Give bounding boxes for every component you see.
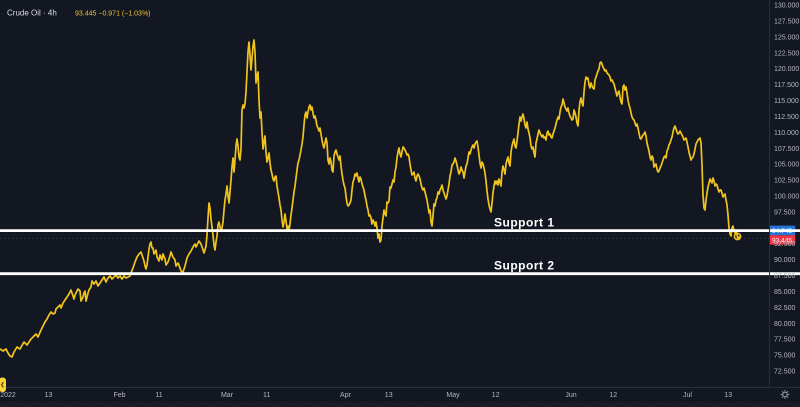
svg-text:90.000: 90.000 — [774, 257, 796, 264]
svg-text:110.000: 110.000 — [774, 130, 799, 137]
svg-text:77.500: 77.500 — [774, 337, 796, 344]
svg-text:102.500: 102.500 — [774, 178, 799, 185]
svg-text:2022: 2022 — [0, 392, 16, 399]
svg-text:72.500: 72.500 — [774, 369, 796, 376]
svg-text:82.500: 82.500 — [774, 305, 796, 312]
svg-text:Feb: Feb — [113, 392, 125, 399]
svg-text:112.500: 112.500 — [774, 114, 799, 121]
svg-text:Jun: Jun — [565, 392, 576, 399]
svg-text:125.000: 125.000 — [774, 34, 799, 41]
svg-text:12: 12 — [609, 392, 617, 399]
svg-text:105.000: 105.000 — [774, 162, 799, 169]
svg-text:107.500: 107.500 — [774, 146, 799, 153]
svg-text:13: 13 — [385, 392, 393, 399]
svg-text:12: 12 — [492, 392, 500, 399]
svg-text:Support 2: Support 2 — [494, 259, 555, 273]
svg-text:115.000: 115.000 — [774, 98, 799, 105]
svg-text:92.500: 92.500 — [774, 241, 796, 248]
svg-text:93.445 −0.971 (−1.03%): 93.445 −0.971 (−1.03%) — [75, 11, 151, 18]
svg-text:Apr: Apr — [340, 392, 352, 399]
svg-text:120.000: 120.000 — [774, 66, 799, 73]
svg-text:May: May — [446, 392, 460, 399]
svg-text:93.445: 93.445 — [772, 238, 792, 245]
svg-text:75.000: 75.000 — [774, 353, 796, 360]
svg-text:127.500: 127.500 — [774, 19, 799, 26]
svg-text:13: 13 — [45, 392, 53, 399]
svg-text:130.000: 130.000 — [774, 3, 799, 10]
svg-text:Mar: Mar — [221, 392, 234, 399]
svg-text:11: 11 — [155, 392, 162, 399]
svg-text:13: 13 — [724, 392, 732, 399]
svg-text:87.500: 87.500 — [774, 273, 796, 280]
svg-text:122.500: 122.500 — [774, 50, 799, 57]
svg-text:80.000: 80.000 — [774, 321, 796, 328]
svg-text:Jul: Jul — [683, 392, 692, 399]
svg-text:11: 11 — [263, 392, 270, 399]
svg-text:Crude Oil · 4h: Crude Oil · 4h — [7, 9, 57, 18]
svg-text:85.000: 85.000 — [774, 289, 796, 296]
svg-text:Support 1: Support 1 — [494, 216, 555, 230]
svg-text:117.500: 117.500 — [774, 82, 799, 89]
svg-text:100.000: 100.000 — [774, 194, 799, 201]
svg-text:97.500: 97.500 — [774, 209, 796, 216]
